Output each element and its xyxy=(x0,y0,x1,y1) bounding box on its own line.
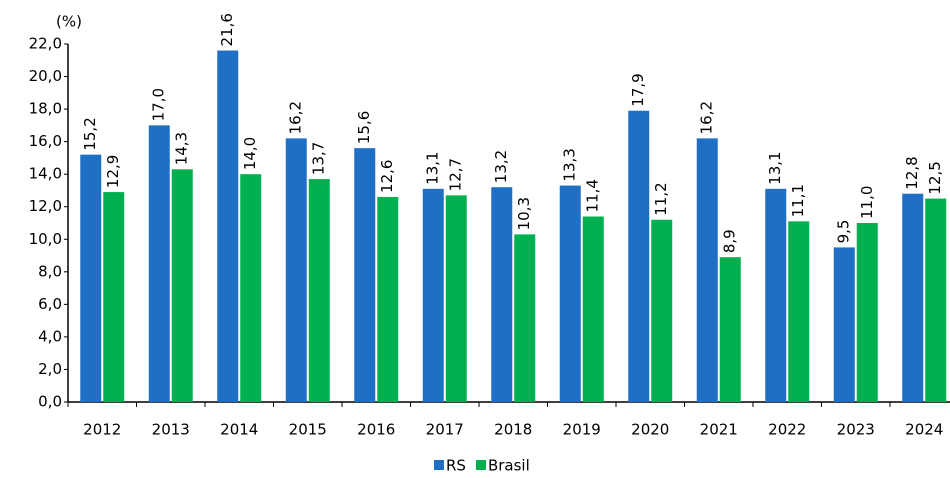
value-label: 10,3 xyxy=(515,197,533,230)
x-tick-label: 2016 xyxy=(357,421,395,439)
value-label: 13,1 xyxy=(766,151,784,184)
value-label: 15,2 xyxy=(81,117,99,150)
x-tick-label: 2012 xyxy=(83,421,121,439)
bar xyxy=(559,185,581,402)
bar xyxy=(422,188,444,402)
bar xyxy=(354,148,376,402)
value-label: 12,9 xyxy=(104,155,122,188)
bar xyxy=(103,192,125,402)
bar xyxy=(902,193,924,402)
value-label: 11,1 xyxy=(789,184,807,217)
bar xyxy=(377,196,399,402)
bar xyxy=(925,198,947,402)
bar xyxy=(171,169,193,402)
value-label: 17,0 xyxy=(150,88,168,121)
x-tick-label: 2024 xyxy=(905,421,943,439)
x-tick-label: 2019 xyxy=(563,421,601,439)
value-label: 11,4 xyxy=(584,179,602,212)
y-tick-label: 8,0 xyxy=(38,262,62,280)
value-label: 13,3 xyxy=(561,148,579,181)
value-label: 21,6 xyxy=(218,13,236,46)
x-tick-label: 2013 xyxy=(152,421,190,439)
bar xyxy=(240,174,262,402)
x-tick-label: 2014 xyxy=(220,421,258,439)
value-label: 14,3 xyxy=(173,132,191,165)
x-tick-label: 2022 xyxy=(768,421,806,439)
x-tick-label: 2018 xyxy=(494,421,532,439)
bar xyxy=(833,247,855,402)
value-label: 16,2 xyxy=(698,101,716,134)
bar xyxy=(80,154,102,402)
value-label: 8,9 xyxy=(721,229,739,253)
bar xyxy=(148,125,170,402)
value-label: 11,2 xyxy=(652,182,670,215)
legend-label: Brasil xyxy=(488,457,530,475)
value-label: 13,7 xyxy=(310,142,328,175)
bar xyxy=(514,234,536,402)
bar xyxy=(217,50,239,402)
y-tick-label: 12,0 xyxy=(29,197,62,215)
y-tick-label: 16,0 xyxy=(29,132,62,150)
y-tick-label: 4,0 xyxy=(38,327,62,345)
value-label: 12,5 xyxy=(926,161,944,194)
bar xyxy=(719,257,741,402)
bar xyxy=(765,188,787,402)
value-label: 12,8 xyxy=(903,156,921,189)
y-tick-label: 18,0 xyxy=(29,100,62,118)
bar xyxy=(856,223,878,402)
bar xyxy=(491,187,513,402)
bar xyxy=(651,219,673,402)
y-tick-label: 20,0 xyxy=(29,67,62,85)
bar xyxy=(788,221,810,402)
y-tick-label: 14,0 xyxy=(29,165,62,183)
legend-swatch xyxy=(475,460,486,470)
y-tick-label: 10,0 xyxy=(29,230,62,248)
value-label: 14,0 xyxy=(241,137,259,170)
bar xyxy=(582,216,604,402)
x-tick-label: 2020 xyxy=(631,421,669,439)
value-label: 13,1 xyxy=(424,151,442,184)
value-label: 12,7 xyxy=(447,158,465,191)
bar xyxy=(628,110,650,402)
y-tick-label: 0,0 xyxy=(38,393,62,411)
value-label: 12,6 xyxy=(378,160,396,193)
bar xyxy=(696,138,718,402)
value-label: 15,6 xyxy=(355,111,373,144)
x-tick-label: 2017 xyxy=(426,421,464,439)
value-label: 9,5 xyxy=(835,220,853,244)
legend-swatch xyxy=(434,460,444,470)
value-label: 11,0 xyxy=(858,186,876,219)
value-label: 13,2 xyxy=(492,150,510,183)
value-label: 16,2 xyxy=(287,101,305,134)
y-tick-label: 22,0 xyxy=(29,35,62,53)
bar xyxy=(285,138,307,402)
y-tick-label: 2,0 xyxy=(38,360,62,378)
x-tick-label: 2023 xyxy=(837,421,875,439)
bar xyxy=(445,195,467,402)
y-tick-label: 6,0 xyxy=(38,295,62,313)
x-tick-label: 2021 xyxy=(700,421,738,439)
bar xyxy=(308,179,330,402)
y-axis-label: (%) xyxy=(56,13,82,31)
value-label: 17,9 xyxy=(629,73,647,106)
legend-label: RS xyxy=(446,457,466,475)
x-tick-label: 2015 xyxy=(289,421,327,439)
